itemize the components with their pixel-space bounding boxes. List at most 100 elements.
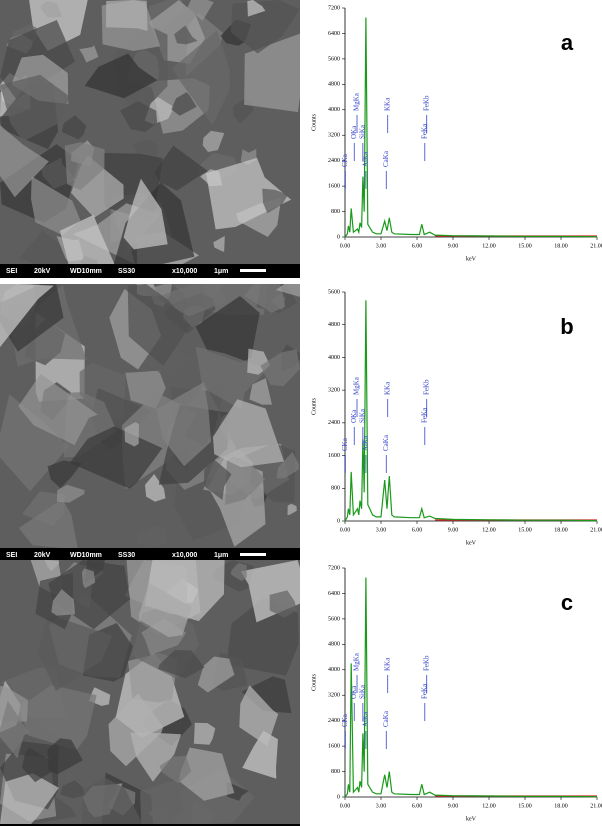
x-tick-label: 12.00 bbox=[482, 243, 496, 249]
spectrum bbox=[344, 577, 598, 798]
sem-texture bbox=[174, 25, 198, 45]
peak-label: CKa bbox=[341, 437, 349, 451]
sem-texture bbox=[0, 394, 70, 492]
sem-texture bbox=[159, 755, 192, 784]
sem-caption-bar bbox=[0, 824, 300, 826]
peak-label: FeKb bbox=[422, 655, 430, 671]
sem-texture bbox=[79, 45, 99, 63]
sem-texture bbox=[249, 378, 272, 405]
peak-label: CaKa bbox=[382, 434, 390, 451]
y-tick-label: 2400 bbox=[328, 718, 340, 724]
x-axis-label: keV bbox=[466, 816, 477, 822]
sem-caption: SS30 bbox=[118, 552, 135, 559]
sem-texture bbox=[204, 458, 232, 501]
sem-texture bbox=[213, 236, 225, 252]
y-tick-label: 800 bbox=[331, 769, 340, 775]
x-tick-label: 0.00 bbox=[340, 527, 351, 533]
sem-texture bbox=[37, 615, 113, 692]
sem-caption: SEI bbox=[6, 268, 17, 275]
peak-label: CKa bbox=[341, 713, 349, 727]
sem-texture bbox=[213, 399, 284, 468]
y-tick-label: 4000 bbox=[328, 667, 340, 673]
x-tick-label: 0.00 bbox=[340, 803, 351, 809]
peak-label: MgKa bbox=[353, 376, 361, 395]
peak-label: FeKa bbox=[420, 123, 428, 139]
peak-label: AlKa bbox=[361, 151, 369, 167]
panel-label: b bbox=[560, 314, 573, 339]
y-tick-label: 1600 bbox=[328, 743, 340, 749]
sem-texture bbox=[244, 284, 286, 313]
sem-texture bbox=[260, 349, 300, 387]
y-tick-label: 0 bbox=[337, 794, 340, 800]
y-tick-label: 800 bbox=[331, 209, 340, 215]
sem-texture bbox=[51, 589, 75, 616]
y-axis-label: Counts bbox=[311, 113, 317, 131]
peak-label: OKa bbox=[350, 409, 358, 423]
sem-texture bbox=[19, 230, 69, 264]
sem-texture bbox=[157, 284, 228, 317]
sem-texture bbox=[172, 30, 230, 126]
y-tick-label: 4800 bbox=[328, 642, 340, 648]
sem-texture bbox=[287, 503, 297, 516]
sem-texture bbox=[202, 130, 225, 152]
y-tick-label: 4800 bbox=[328, 322, 340, 328]
sem-texture bbox=[106, 0, 148, 31]
x-tick-label: 6.00 bbox=[412, 803, 423, 809]
sem-texture bbox=[108, 693, 164, 767]
x-tick-label: 3.00 bbox=[376, 243, 387, 249]
sem-texture bbox=[56, 484, 85, 503]
y-tick-label: 1600 bbox=[328, 453, 340, 459]
sem-texture bbox=[124, 422, 139, 447]
y-tick-label: 4000 bbox=[328, 107, 340, 113]
sem-texture bbox=[206, 157, 292, 230]
sem-texture bbox=[145, 474, 166, 502]
sem-texture bbox=[140, 778, 194, 824]
y-tick-label: 0 bbox=[337, 234, 340, 240]
sem-texture bbox=[0, 773, 59, 824]
x-tick-label: 9.00 bbox=[448, 803, 459, 809]
peak-label: AlKa bbox=[361, 435, 369, 451]
x-tick-label: 9.00 bbox=[448, 243, 459, 249]
sem-caption-bar bbox=[0, 264, 300, 278]
x-tick-label: 18.00 bbox=[554, 243, 568, 249]
sem-texture bbox=[123, 178, 168, 250]
y-tick-label: 6400 bbox=[328, 591, 340, 597]
sem-caption: x10,000 bbox=[172, 552, 197, 559]
y-tick-label: 1600 bbox=[328, 183, 340, 189]
sem-texture bbox=[244, 33, 300, 113]
y-tick-label: 2400 bbox=[328, 420, 340, 426]
sem-texture bbox=[193, 722, 216, 745]
sem-texture bbox=[0, 284, 54, 348]
sem-caption: WD10mm bbox=[70, 552, 102, 559]
sem-texture bbox=[154, 145, 209, 191]
sem-caption: 20kV bbox=[34, 268, 51, 275]
sem-texture bbox=[127, 284, 191, 367]
sem-caption: x10,000 bbox=[172, 268, 197, 275]
sem-texture bbox=[158, 650, 205, 679]
x-tick-label: 21.00 bbox=[590, 527, 602, 533]
x-tick-label: 15.00 bbox=[518, 243, 532, 249]
peak-label: MgKa bbox=[353, 652, 361, 671]
y-tick-label: 3200 bbox=[328, 133, 340, 139]
x-tick-label: 21.00 bbox=[590, 243, 602, 249]
sem-texture bbox=[241, 676, 292, 714]
peak-label: OKa bbox=[350, 685, 358, 699]
sem-texture bbox=[64, 142, 105, 191]
x-axis-label: keV bbox=[466, 540, 477, 546]
peak-label: FeKa bbox=[420, 407, 428, 423]
y-tick-label: 5600 bbox=[328, 289, 340, 295]
y-tick-label: 4000 bbox=[328, 355, 340, 361]
y-tick-label: 4800 bbox=[328, 82, 340, 88]
sem-texture bbox=[31, 176, 81, 236]
sem-texture bbox=[179, 747, 235, 801]
sem-texture bbox=[195, 296, 260, 363]
x-tick-label: 15.00 bbox=[518, 527, 532, 533]
y-axis-label: Counts bbox=[311, 397, 317, 415]
sem-texture bbox=[82, 776, 143, 824]
sem-caption: SEI bbox=[6, 552, 17, 559]
y-tick-label: 6400 bbox=[328, 31, 340, 37]
x-tick-label: 12.00 bbox=[482, 803, 496, 809]
x-tick-label: 15.00 bbox=[518, 803, 532, 809]
x-axis-label: keV bbox=[466, 256, 477, 262]
scale-bar bbox=[240, 553, 266, 556]
